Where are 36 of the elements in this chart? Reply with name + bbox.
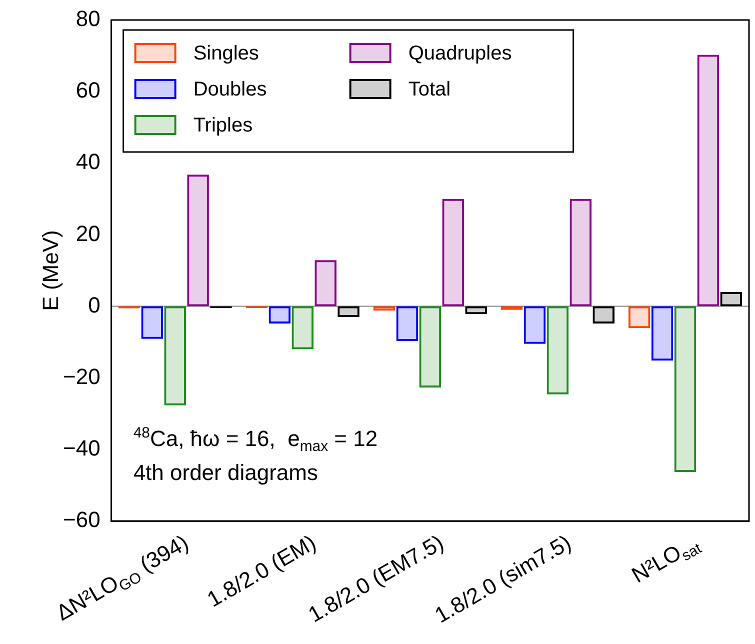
y-tick-label: 20 bbox=[76, 220, 100, 246]
y-tick-label: 40 bbox=[76, 149, 100, 174]
bar bbox=[292, 306, 314, 350]
legend-label: Total bbox=[408, 78, 451, 101]
bar bbox=[164, 306, 186, 406]
bar bbox=[338, 306, 360, 318]
bar bbox=[524, 306, 546, 344]
y-tick-label: −60 bbox=[62, 507, 100, 532]
y-tick-label: 0 bbox=[88, 292, 100, 318]
bar bbox=[187, 174, 209, 306]
bar bbox=[592, 306, 615, 324]
y-axis-title: E (MeV) bbox=[38, 230, 64, 311]
bar bbox=[674, 306, 696, 472]
x-tick-label: N²LOsat bbox=[627, 540, 706, 588]
bar bbox=[628, 306, 650, 328]
y-tick-label: −20 bbox=[62, 364, 100, 389]
bar bbox=[419, 306, 442, 388]
legend-label: Doubles bbox=[193, 78, 267, 101]
bar bbox=[314, 260, 336, 306]
bar bbox=[697, 54, 720, 306]
y-tick-label: −40 bbox=[62, 435, 100, 460]
bar bbox=[396, 306, 418, 341]
bar bbox=[720, 292, 742, 306]
annotation: 4th order diagrams bbox=[133, 460, 318, 485]
bar bbox=[651, 306, 674, 361]
legend-label: Singles bbox=[193, 42, 259, 65]
y-tick-label: 60 bbox=[76, 78, 100, 103]
legend-label: Quadruples bbox=[408, 42, 512, 65]
bar bbox=[465, 306, 487, 314]
bar bbox=[268, 306, 291, 324]
legend-label: Triples bbox=[193, 114, 253, 137]
bar bbox=[546, 306, 569, 394]
bar bbox=[442, 198, 464, 306]
bar bbox=[141, 306, 164, 339]
y-tick-label: 80 bbox=[76, 6, 100, 32]
bar bbox=[570, 198, 592, 306]
